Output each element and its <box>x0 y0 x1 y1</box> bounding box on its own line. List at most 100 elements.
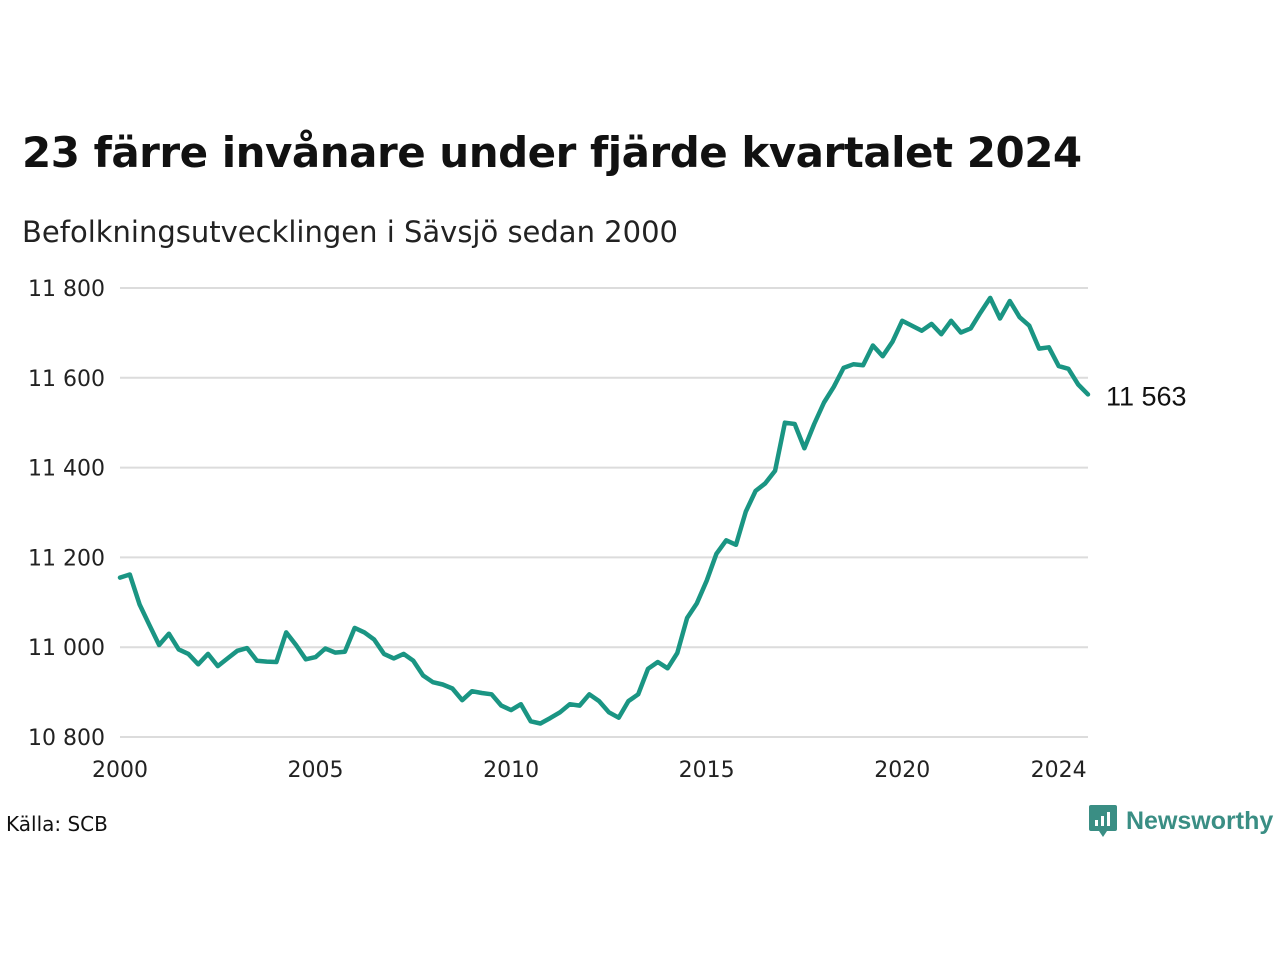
data-point <box>861 363 865 367</box>
y-tick-label: 11 000 <box>28 636 105 661</box>
data-point <box>929 322 933 326</box>
data-point <box>685 616 689 620</box>
data-point <box>841 366 845 370</box>
x-tick-label: 2010 <box>483 758 539 783</box>
data-point <box>137 602 141 606</box>
data-point <box>675 651 679 655</box>
data-point <box>460 698 464 702</box>
data-point <box>1086 392 1090 396</box>
data-point <box>362 630 366 634</box>
data-point <box>470 689 474 693</box>
data-point <box>548 716 552 720</box>
data-point <box>724 538 728 542</box>
data-point <box>597 699 601 703</box>
data-point <box>206 652 210 656</box>
data-point <box>558 710 562 714</box>
data-point <box>626 699 630 703</box>
data-point <box>988 296 992 300</box>
chart-title: 23 färre invånare under fjärde kvartalet… <box>22 128 1082 177</box>
data-point <box>832 385 836 389</box>
y-tick-label: 11 600 <box>28 367 105 392</box>
series-line <box>117 295 1091 726</box>
data-point <box>245 646 249 650</box>
y-tick-label: 11 200 <box>28 546 105 571</box>
brand-name: Newsworthy <box>1126 806 1274 835</box>
data-point <box>157 643 161 647</box>
data-point <box>636 692 640 696</box>
data-point <box>1037 346 1041 350</box>
data-point <box>744 509 748 513</box>
data-point <box>313 655 317 659</box>
newsworthy-logo-icon <box>1089 805 1117 837</box>
data-point <box>1027 324 1031 328</box>
data-point <box>714 552 718 556</box>
data-point <box>880 354 884 358</box>
data-point <box>949 319 953 323</box>
data-point <box>792 422 796 426</box>
y-tick-label: 11 400 <box>28 457 105 482</box>
data-point <box>411 658 415 662</box>
data-point <box>294 643 298 647</box>
data-point <box>753 489 757 493</box>
data-point <box>382 652 386 656</box>
data-point <box>656 660 660 664</box>
data-point <box>1056 364 1060 368</box>
x-tick-label: 2020 <box>874 758 930 783</box>
data-point <box>401 652 405 656</box>
data-point <box>1047 345 1051 349</box>
data-point <box>480 691 484 695</box>
data-point <box>959 330 963 334</box>
chart-subtitle: Befolkningsutvecklingen i Sävsjö sedan 2… <box>22 215 678 249</box>
data-point <box>450 686 454 690</box>
data-point <box>372 637 376 641</box>
data-point <box>665 666 669 670</box>
data-point <box>176 647 180 651</box>
data-point <box>509 708 513 712</box>
data-point <box>304 657 308 661</box>
data-point <box>734 543 738 547</box>
data-point <box>323 646 327 650</box>
data-point <box>704 579 708 583</box>
data-point <box>431 680 435 684</box>
data-point <box>871 343 875 347</box>
data-point <box>343 649 347 653</box>
x-tick-label: 2024 <box>1031 758 1087 783</box>
end-value-label: 11 563 <box>1106 381 1187 411</box>
data-point <box>489 692 493 696</box>
source-credit: Källa: SCB <box>6 812 108 836</box>
data-point <box>528 719 532 723</box>
x-tick-label: 2005 <box>288 758 344 783</box>
data-point <box>235 649 239 653</box>
data-point <box>607 710 611 714</box>
y-tick-label: 11 800 <box>28 277 105 302</box>
data-point <box>978 310 982 314</box>
data-point <box>255 658 259 662</box>
data-point <box>225 656 229 660</box>
newsworthy-brand[interactable]: Newsworthy <box>1088 804 1273 838</box>
data-point <box>1017 315 1021 319</box>
data-point <box>783 421 787 425</box>
data-point <box>118 575 122 579</box>
data-point <box>939 332 943 336</box>
x-tick-label: 2015 <box>679 758 735 783</box>
data-point <box>920 328 924 332</box>
y-tick-label: 10 800 <box>28 726 105 751</box>
data-point <box>352 626 356 630</box>
data-point <box>392 656 396 660</box>
data-point <box>900 319 904 323</box>
data-point <box>910 324 914 328</box>
data-point <box>646 667 650 671</box>
data-point <box>440 682 444 686</box>
data-point <box>802 446 806 450</box>
data-point <box>274 660 278 664</box>
data-point <box>773 469 777 473</box>
data-point <box>587 692 591 696</box>
data-point <box>167 632 171 636</box>
data-point <box>763 481 767 485</box>
data-point <box>284 630 288 634</box>
data-point <box>186 652 190 656</box>
data-point <box>695 601 699 605</box>
data-point <box>216 664 220 668</box>
x-tick-label: 2000 <box>92 758 148 783</box>
